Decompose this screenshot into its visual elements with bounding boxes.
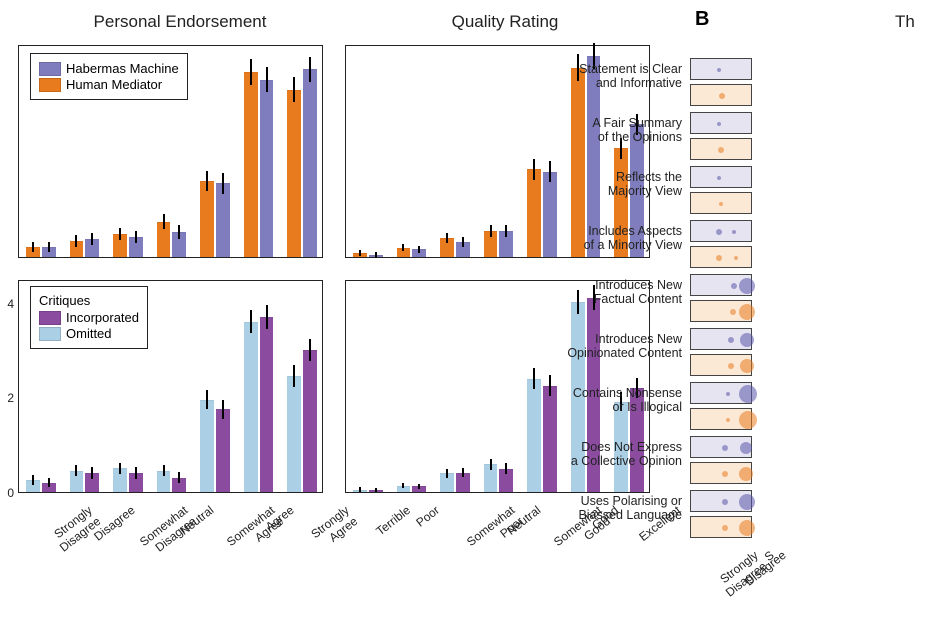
- panel-b-letter: B: [695, 8, 709, 31]
- dot: [716, 255, 722, 261]
- bar: [303, 350, 317, 492]
- dot-row: [690, 382, 752, 404]
- bar: [216, 409, 230, 492]
- panel-b-row-label: A Fair Summary of the Opinions: [522, 116, 682, 145]
- dot: [717, 176, 721, 180]
- dot-row: [690, 408, 752, 430]
- panel-b-title: Th: [895, 12, 915, 32]
- dot: [728, 337, 734, 343]
- legend-title: Critiques: [39, 293, 139, 308]
- dot: [716, 229, 722, 235]
- dot: [730, 309, 736, 315]
- legend-swatch: [39, 62, 61, 76]
- panel-b-row-label: Statement is Clear and Informative: [522, 62, 682, 91]
- legend-item: Incorporated: [39, 310, 139, 325]
- dot-row: [690, 112, 752, 134]
- dot-row: [690, 58, 752, 80]
- bar: [244, 322, 258, 492]
- legend-swatch: [39, 327, 61, 341]
- panel-b-row-label: Includes Aspects of a Minority View: [522, 224, 682, 253]
- dot-row: [690, 328, 752, 350]
- dot-row: [690, 300, 752, 322]
- x-tick-label: Strongly Agree: [309, 503, 361, 552]
- dot: [718, 147, 724, 153]
- bar: [200, 181, 214, 257]
- dot-row: [690, 436, 752, 458]
- legend-top: Habermas MachineHuman Mediator: [30, 53, 188, 100]
- dot: [726, 418, 730, 422]
- legend-item: Human Mediator: [39, 77, 179, 92]
- dot: [722, 471, 728, 477]
- dot: [722, 499, 728, 505]
- panel-b-row-label: Introduces New Opinionated Content: [522, 332, 682, 361]
- dot: [717, 122, 721, 126]
- x-tick-label: Terrible: [373, 503, 413, 538]
- panel-b-row-label: Contains Nonsense or Is Illogical: [522, 386, 682, 415]
- dot-row: [690, 138, 752, 160]
- legend-label: Incorporated: [66, 310, 139, 325]
- y-tick-label: 2: [0, 391, 14, 405]
- legend-swatch: [39, 78, 61, 92]
- dot: [726, 392, 730, 396]
- legend-label: Human Mediator: [66, 77, 162, 92]
- dot: [739, 278, 755, 294]
- dot: [739, 411, 757, 429]
- dot: [739, 467, 753, 481]
- dot-row: [690, 462, 752, 484]
- panel-b-row-label: Reflects the Majority View: [522, 170, 682, 199]
- panel-title-quality: Quality Rating: [415, 12, 595, 32]
- dot: [722, 445, 728, 451]
- legend-bottom: Critiques IncorporatedOmitted: [30, 286, 148, 349]
- bar: [260, 80, 274, 258]
- dot-row: [690, 354, 752, 376]
- dot-row: [690, 84, 752, 106]
- dot: [722, 525, 728, 531]
- bar: [303, 69, 317, 257]
- panel-b-row-label: Does Not Express a Collective Opinion: [522, 440, 682, 469]
- dot: [719, 93, 725, 99]
- bar: [260, 317, 274, 492]
- dot-row: [690, 490, 752, 512]
- dot: [734, 256, 738, 260]
- dot-row: [690, 220, 752, 242]
- bar: [244, 72, 258, 257]
- dot: [739, 385, 757, 403]
- dot: [739, 304, 755, 320]
- bar: [287, 376, 301, 492]
- dot: [731, 283, 737, 289]
- dot: [728, 363, 734, 369]
- dot-row: [690, 166, 752, 188]
- legend-item: Habermas Machine: [39, 61, 179, 76]
- panel-b-row-label: Uses Polarising or Biassed Language: [522, 494, 682, 523]
- bar: [287, 90, 301, 257]
- x-tick-label: Poor: [414, 503, 443, 530]
- legend-swatch: [39, 311, 61, 325]
- dot: [740, 333, 754, 347]
- y-tick-label: 0: [0, 486, 14, 500]
- dot-row: [690, 246, 752, 268]
- dot: [740, 442, 752, 454]
- dot: [719, 202, 723, 206]
- dot-row: [690, 274, 752, 296]
- legend-label: Habermas Machine: [66, 61, 179, 76]
- dot: [740, 359, 754, 373]
- bar: [216, 183, 230, 257]
- dot-row: [690, 192, 752, 214]
- dot: [717, 68, 721, 72]
- legend-item: Omitted: [39, 326, 139, 341]
- dot-row: [690, 516, 752, 538]
- panel-b-row-label: Introduces New Factual Content: [522, 278, 682, 307]
- panel-title-endorsement: Personal Endorsement: [70, 12, 290, 32]
- y-tick-label: 4: [0, 297, 14, 311]
- dot: [739, 494, 755, 510]
- bar: [200, 400, 214, 492]
- legend-label: Omitted: [66, 326, 112, 341]
- dot: [739, 520, 755, 536]
- dot: [732, 230, 736, 234]
